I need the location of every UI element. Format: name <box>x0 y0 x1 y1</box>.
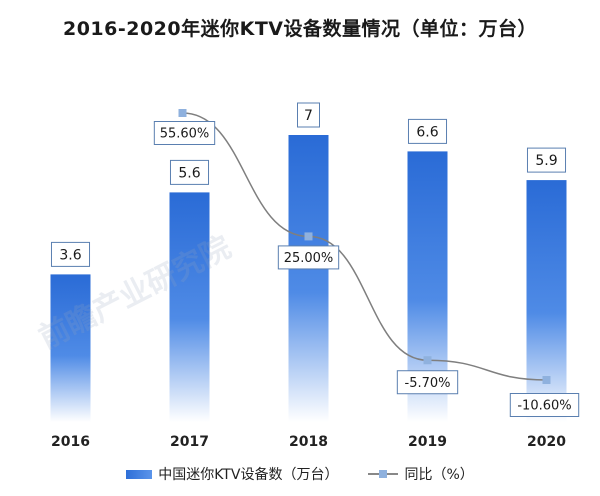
bar-label-2019: 6.6 <box>407 118 448 144</box>
legend-bar-swatch <box>126 469 153 479</box>
yoy-point-2018 <box>304 232 313 241</box>
bar-label-2019-text: 6.6 <box>416 124 438 140</box>
bar-label-2018: 7 <box>297 102 320 128</box>
chart-title: 2016-2020年迷你KTV设备数量情况（单位：万台） <box>62 18 538 40</box>
x-tick-2020: 2020 <box>527 434 566 450</box>
legend-line-label: 同比（%） <box>404 467 474 483</box>
yoy-label-2018-text: 25.00% <box>284 251 334 266</box>
bar-label-2018-box <box>297 102 320 128</box>
bar-label-2016: 3.6 <box>50 241 91 267</box>
yoy-point-2020 <box>542 376 551 384</box>
x-tick-2018: 2018 <box>289 434 328 450</box>
yoy-label-2020-box <box>509 393 580 417</box>
legend: 中国迷你KTV设备数（万台） 同比（%） <box>0 464 600 484</box>
bar-label-2017: 5.6 <box>169 159 210 185</box>
yoy-label-2018-box <box>277 245 340 270</box>
bar-label-2020-box <box>526 147 567 173</box>
legend-item-bar: 中国迷你KTV设备数（万台） <box>126 464 338 484</box>
x-tick-2016: 2016 <box>51 434 90 450</box>
x-tick-2017: 2017 <box>170 434 209 450</box>
yoy-label-2017: 55.60% <box>153 121 216 145</box>
bar-2020 <box>526 180 567 422</box>
yoy-label-2017-box <box>153 121 216 145</box>
yoy-label-2019: -5.70% <box>396 370 459 395</box>
bar-label-2017-box <box>169 159 210 185</box>
bar-2018 <box>288 135 329 422</box>
bar-2016 <box>50 274 91 422</box>
yoy-label-2019-box <box>396 370 459 395</box>
bar-2017 <box>169 192 210 422</box>
bar-label-2017-text: 5.6 <box>178 165 200 181</box>
bar-label-2020-text: 5.9 <box>535 153 557 169</box>
yoy-label-2020-text: -10.60% <box>517 399 571 414</box>
x-tick-2019: 2019 <box>408 434 447 450</box>
yoy-label-2019-text: -5.70% <box>405 376 451 391</box>
bar-label-2016-box <box>50 241 91 267</box>
yoy-label-2020: -10.60% <box>509 393 580 417</box>
legend-bar-label: 中国迷你KTV设备数（万台） <box>158 467 339 483</box>
legend-line-swatch <box>368 468 399 480</box>
yoy-label-2017-text: 55.60% <box>160 127 210 142</box>
bar-label-2020: 5.9 <box>526 147 567 173</box>
bar-label-2019-box <box>407 118 448 144</box>
yoy-point-2017 <box>178 109 187 117</box>
legend-item-line: 同比（%） <box>368 464 474 484</box>
bar-label-2016-text: 3.6 <box>59 247 81 263</box>
yoy-line <box>182 112 547 381</box>
yoy-label-2018: 25.00% <box>277 245 340 270</box>
bar-label-2018-text: 7 <box>304 108 313 124</box>
yoy-point-2019 <box>423 356 432 365</box>
